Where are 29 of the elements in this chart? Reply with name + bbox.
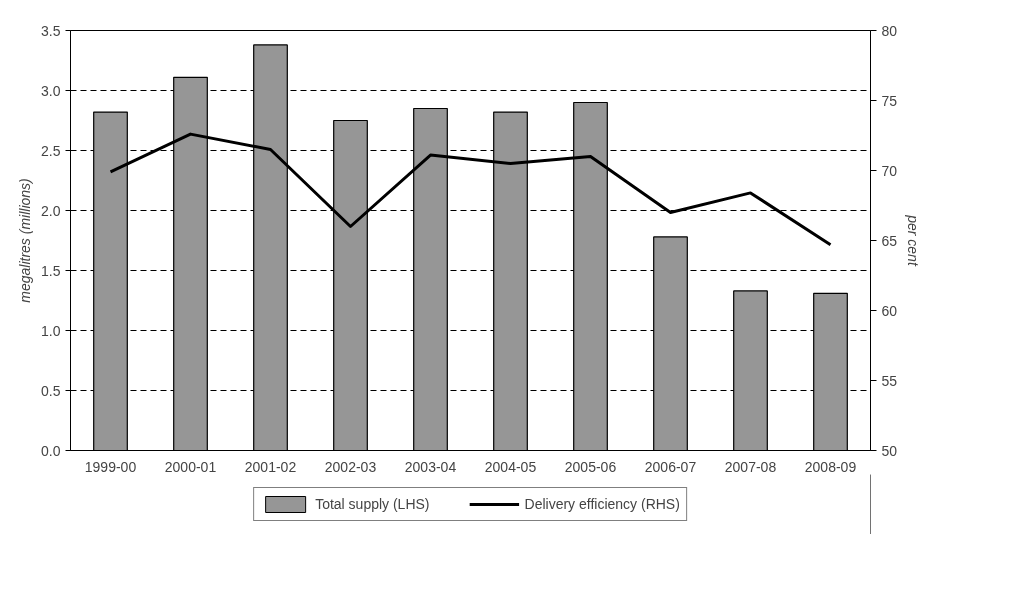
x-tick-label: 2000-01 [164, 458, 217, 475]
y-tick-label: 2.0 [41, 202, 61, 219]
x-tick-label: 2002-03 [324, 458, 377, 475]
y2-axis-title: per cent [905, 214, 922, 267]
y2-tick-label: 65 [881, 232, 898, 249]
legend-label: Total supply (LHS) [315, 496, 430, 512]
y-tick-label: 1.5 [41, 262, 61, 279]
y2-tick-label: 70 [881, 162, 898, 179]
legend-label: Delivery efficiency (RHS) [524, 496, 680, 512]
y-tick-label: 0.5 [41, 382, 61, 399]
y-tick-label: 0.0 [41, 442, 61, 459]
y-tick-label: 2.5 [41, 142, 61, 159]
x-tick-label: 2007-08 [724, 458, 777, 475]
y-tick-label: 3.5 [41, 22, 61, 39]
x-tick-label: 2006-07 [644, 458, 697, 475]
x-tick-label: 2004-05 [484, 458, 537, 475]
y-axis-title: megalitres (millions) [17, 178, 34, 303]
y2-tick-label: 60 [881, 302, 898, 319]
x-tick-label: 2001-02 [244, 458, 297, 475]
y2-tick-label: 80 [881, 22, 898, 39]
y2-tick-label: 55 [881, 372, 898, 389]
y-tick-label: 1.0 [41, 322, 61, 339]
x-tick-label: 2003-04 [404, 458, 457, 475]
y2-tick-label: 50 [881, 442, 898, 459]
x-tick-label: 1999-00 [84, 458, 137, 475]
y2-tick-label: 75 [881, 92, 898, 109]
x-tick-label: 2008-09 [804, 458, 857, 475]
x-tick-label: 2005-06 [564, 458, 617, 475]
y-tick-label: 3.0 [41, 82, 61, 99]
